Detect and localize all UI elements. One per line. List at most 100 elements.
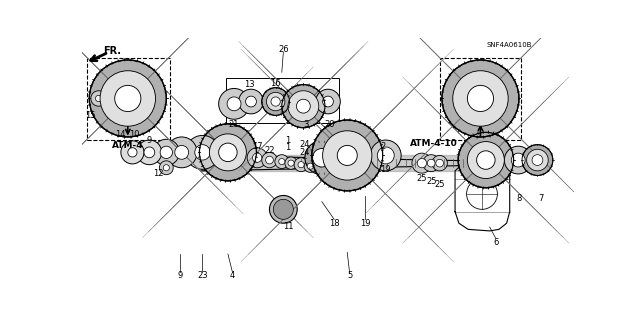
Circle shape [428,159,435,167]
Circle shape [209,134,246,171]
Circle shape [312,148,331,167]
Circle shape [91,91,106,106]
Text: 7: 7 [538,194,543,203]
Circle shape [288,91,319,122]
Text: 24: 24 [300,140,310,149]
Circle shape [253,153,262,162]
Text: 25: 25 [426,177,436,186]
Circle shape [477,151,495,169]
Circle shape [452,71,508,126]
Circle shape [285,157,297,169]
Circle shape [262,152,277,168]
Bar [87,59,170,140]
Text: 18: 18 [329,219,339,228]
Circle shape [175,145,189,159]
Text: 17: 17 [252,142,262,151]
Text: 6: 6 [493,238,499,247]
Circle shape [458,132,513,188]
Circle shape [144,147,155,158]
Text: 1: 1 [285,136,291,145]
Text: 25: 25 [417,174,427,183]
Circle shape [246,96,257,107]
Circle shape [522,145,553,175]
Text: ATM-4-10: ATM-4-10 [410,139,458,148]
Circle shape [323,96,333,107]
Circle shape [269,196,297,223]
Circle shape [307,163,314,169]
Text: 20: 20 [324,120,335,129]
Text: 22: 22 [264,146,275,155]
Circle shape [298,162,304,168]
Text: 16: 16 [270,78,281,88]
Text: 25: 25 [435,180,445,189]
Circle shape [262,88,289,116]
Circle shape [121,141,144,164]
Text: 19: 19 [360,219,370,228]
Circle shape [296,99,310,113]
Circle shape [432,156,447,171]
Circle shape [239,89,263,114]
Circle shape [279,158,285,165]
Text: 23: 23 [197,271,208,280]
Circle shape [90,60,166,137]
Circle shape [219,88,250,119]
Bar [440,59,521,140]
Text: 10: 10 [129,130,140,139]
Text: FR.: FR. [103,46,121,56]
Text: 21: 21 [229,120,239,129]
Circle shape [337,145,357,165]
Circle shape [227,97,241,111]
Circle shape [186,135,220,169]
Circle shape [305,141,339,175]
Text: 14: 14 [115,130,125,139]
Circle shape [159,161,173,175]
Text: 11: 11 [283,222,293,231]
Circle shape [277,203,289,215]
Circle shape [527,149,548,171]
Text: ATM-4: ATM-4 [112,141,143,150]
Text: 9: 9 [147,136,152,145]
Circle shape [128,148,137,157]
Text: 12: 12 [154,169,164,179]
Circle shape [316,89,340,114]
Text: 9: 9 [177,271,183,280]
Circle shape [100,71,156,126]
Circle shape [371,140,401,171]
Text: 8: 8 [516,194,522,203]
Circle shape [200,124,257,181]
Circle shape [417,158,426,168]
Circle shape [163,165,170,171]
Text: 13: 13 [244,80,255,89]
Circle shape [195,145,210,160]
Circle shape [442,60,519,137]
Circle shape [115,85,141,112]
Circle shape [275,155,289,169]
Circle shape [266,92,285,111]
Circle shape [166,137,197,168]
Bar [227,78,339,123]
Circle shape [266,156,273,164]
Text: 2: 2 [381,142,386,151]
Circle shape [160,146,172,158]
Circle shape [95,95,102,101]
Circle shape [504,146,532,174]
Circle shape [271,97,280,106]
Circle shape [511,153,525,167]
Circle shape [412,153,432,173]
Text: 3: 3 [304,120,309,129]
Circle shape [436,159,444,167]
Circle shape [323,131,372,180]
Circle shape [137,140,162,165]
Circle shape [532,155,543,165]
Text: 1: 1 [285,143,291,152]
Text: 19: 19 [381,165,391,174]
Circle shape [273,199,293,219]
Text: 5: 5 [347,271,352,280]
Circle shape [312,120,383,191]
Circle shape [219,143,237,162]
Text: SNF4A0610B: SNF4A0610B [486,42,532,48]
Circle shape [153,139,179,165]
Text: 24: 24 [300,148,310,157]
Text: 4: 4 [230,271,235,280]
Circle shape [378,147,394,164]
